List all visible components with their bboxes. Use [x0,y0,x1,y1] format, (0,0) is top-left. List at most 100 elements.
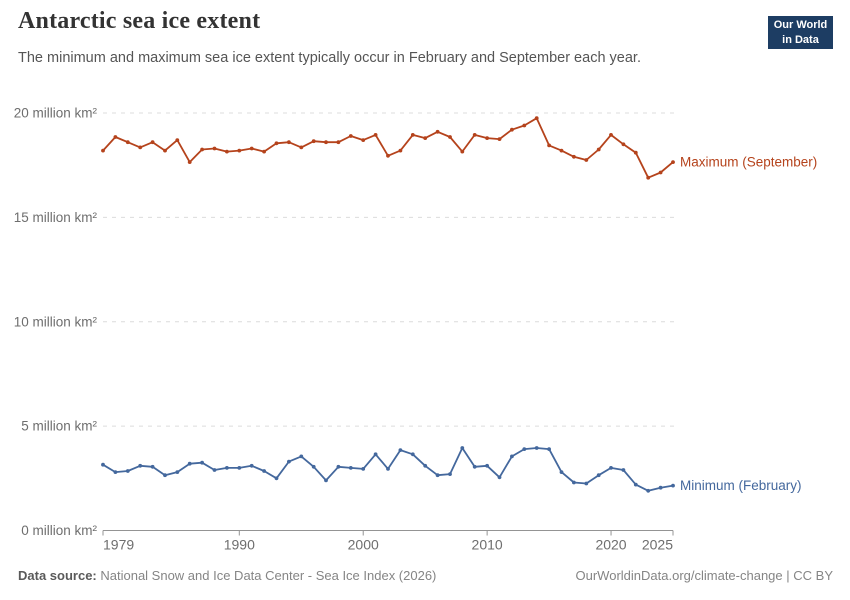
series-point[interactable] [299,145,304,150]
series-point[interactable] [237,466,242,470]
series-point[interactable] [150,140,155,145]
series-point[interactable] [274,476,279,481]
series-point[interactable] [510,454,514,459]
series-point[interactable] [572,154,576,159]
series-point[interactable] [621,142,626,147]
series-point[interactable] [646,175,651,180]
series-point[interactable] [609,466,613,470]
series-label-minimum-february[interactable]: Minimum (February) [680,478,802,493]
series-label-maximum-september[interactable]: Maximum (September) [680,155,817,170]
series-point[interactable] [262,469,266,473]
series-point[interactable] [299,454,304,459]
series-point[interactable] [534,116,539,121]
series-point[interactable] [584,158,589,162]
series-point[interactable] [262,149,266,154]
series-point[interactable] [237,148,242,153]
series-point[interactable] [361,467,366,471]
owid-logo[interactable]: Our World in Data [768,16,833,53]
series-point[interactable] [200,460,205,465]
series-maximum-september[interactable]: Maximum (September) [101,116,817,180]
series-point[interactable] [324,478,328,483]
series-point[interactable] [547,143,551,148]
series-point[interactable] [460,446,465,450]
series-point[interactable] [584,481,589,486]
series-point[interactable] [336,140,341,145]
series-point[interactable] [125,140,130,145]
series-point[interactable] [150,464,155,469]
series-point[interactable] [138,463,143,468]
series-point[interactable] [423,136,428,140]
series-point[interactable] [324,140,328,145]
series-point[interactable] [187,461,192,466]
series-point[interactable] [485,136,489,140]
series-point[interactable] [646,488,651,493]
series-point[interactable] [336,464,341,469]
series-point[interactable] [609,133,613,137]
series-point[interactable] [287,459,291,464]
series-point[interactable] [398,448,403,452]
series-point[interactable] [485,463,489,468]
series-point[interactable] [311,139,316,144]
series-point[interactable] [559,470,564,474]
series-point[interactable] [125,469,130,473]
series-point[interactable] [472,464,477,469]
series-point[interactable] [671,160,675,164]
series-point[interactable] [472,133,477,137]
series-point[interactable] [596,473,601,478]
series-point[interactable] [249,463,254,468]
series-point[interactable] [534,446,539,450]
series-line-maximum-september[interactable] [102,117,674,179]
series-point[interactable] [633,482,638,487]
series-point[interactable] [497,137,502,141]
series-point[interactable] [311,464,316,469]
series-point[interactable] [522,447,527,451]
series-point[interactable] [225,466,229,470]
series-point[interactable] [510,127,514,132]
series-point[interactable] [348,134,353,138]
series-point[interactable] [386,467,390,471]
series-point[interactable] [497,475,502,480]
series-point[interactable] [138,145,143,150]
series-point[interactable] [348,466,353,470]
series-point[interactable] [596,147,601,152]
series-point[interactable] [287,140,291,145]
series-point[interactable] [386,153,390,158]
series-point[interactable] [435,473,440,478]
series-minimum-february[interactable]: Minimum (February) [101,446,802,493]
series-point[interactable] [559,148,564,153]
series-point[interactable] [113,135,118,139]
series-point[interactable] [212,468,217,472]
series-point[interactable] [572,480,576,485]
series-point[interactable] [373,452,378,457]
series-point[interactable] [113,470,118,474]
series-point[interactable] [671,483,675,488]
series-point[interactable] [633,150,638,155]
series-point[interactable] [274,141,279,146]
series-point[interactable] [410,452,415,457]
series-point[interactable] [373,133,378,137]
series-point[interactable] [435,129,440,134]
series-point[interactable] [200,147,205,152]
series-point[interactable] [361,138,366,142]
credit-link[interactable]: OurWorldinData.org/climate-change [575,568,783,583]
series-point[interactable] [163,148,167,153]
series-point[interactable] [398,148,403,153]
line-chart[interactable]: 20 million km² 15 million km² 10 million k… [0,90,850,560]
series-point[interactable] [249,146,254,151]
series-point[interactable] [225,149,229,154]
series-point[interactable] [658,170,663,175]
series-point[interactable] [175,470,180,474]
series-point[interactable] [175,138,180,142]
series-point[interactable] [212,146,217,151]
series-point[interactable] [448,472,452,476]
series-point[interactable] [410,133,415,137]
series-point[interactable] [101,148,105,153]
series-point[interactable] [547,447,551,451]
series-point[interactable] [423,463,428,468]
series-point[interactable] [621,468,626,472]
series-point[interactable] [522,123,527,128]
series-point[interactable] [658,485,663,490]
series-point[interactable] [460,149,465,154]
series-point[interactable] [448,135,452,139]
series-point[interactable] [101,462,105,467]
